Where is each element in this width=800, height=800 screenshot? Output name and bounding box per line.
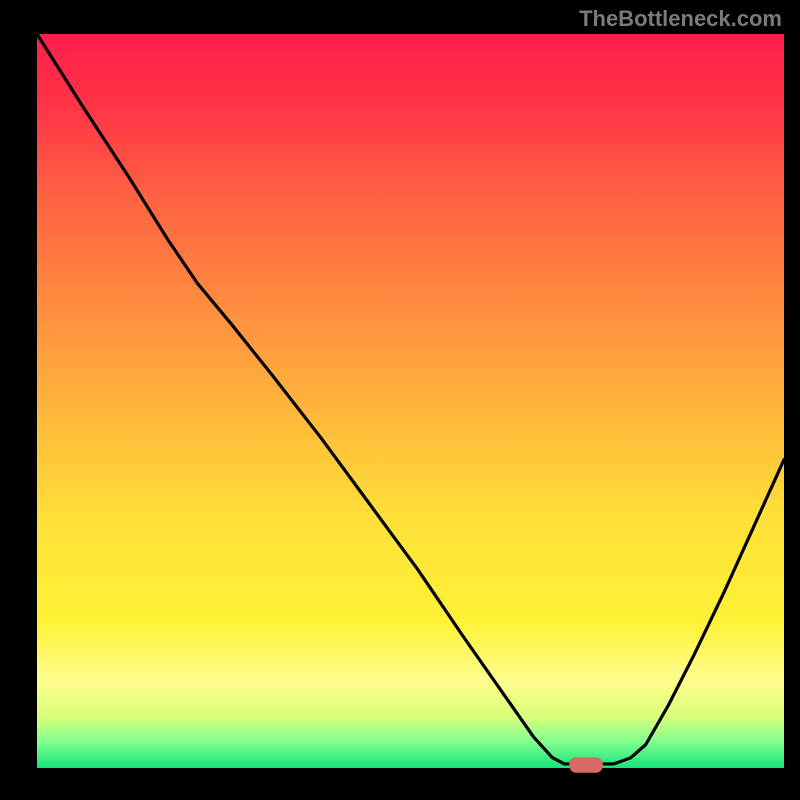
- chart-container: TheBottleneck.com: [0, 0, 800, 800]
- watermark-text: TheBottleneck.com: [579, 6, 782, 32]
- plot-background: [37, 34, 784, 768]
- bottleneck-chart: [0, 0, 800, 800]
- optimum-marker: [569, 757, 603, 772]
